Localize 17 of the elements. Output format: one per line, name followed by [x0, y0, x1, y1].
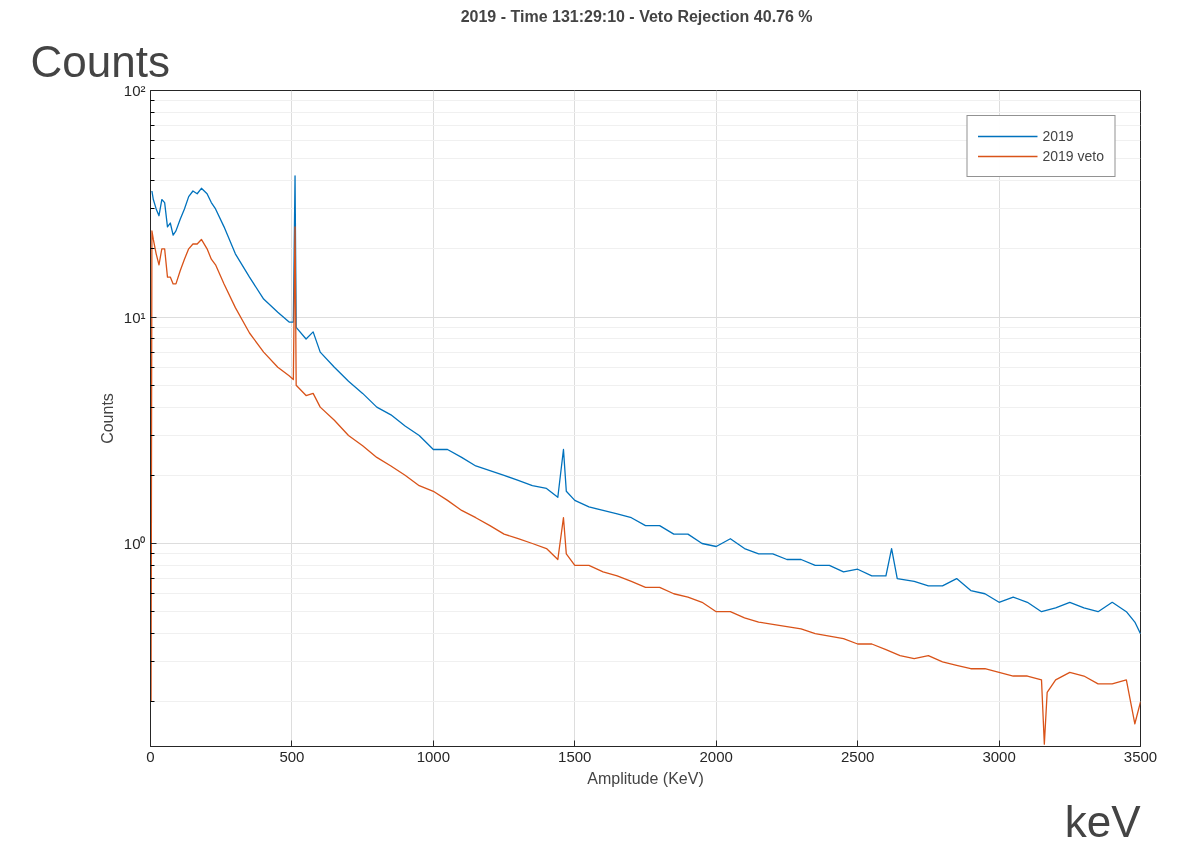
x-tick-label: 2000 — [699, 747, 733, 765]
legend-label: 2019 — [1042, 128, 1074, 144]
text: keV — [1064, 796, 1142, 846]
x-tick-label: 1500 — [558, 747, 592, 765]
legend-label: 2019 veto — [1042, 148, 1104, 164]
x-tick-label: 500 — [279, 747, 305, 765]
y-tick-label: 10¹ — [123, 308, 146, 326]
chart-title: 2019 - Time 131:29:10 - Veto Rejection 40.76 % — [460, 7, 813, 25]
y-tick-label: 10⁰ — [123, 535, 146, 553]
y-axis-title: Counts — [98, 393, 116, 444]
x-tick-label: 0 — [146, 747, 155, 765]
x-tick-label: 2500 — [840, 747, 875, 765]
x-tick-label: 3000 — [982, 747, 1016, 765]
x-tick-label: 3500 — [1123, 747, 1158, 765]
x-axis-title: Amplitude (KeV) — [587, 769, 704, 787]
line-series — [151, 175, 1141, 635]
x-tick-label: 1000 — [416, 747, 451, 765]
